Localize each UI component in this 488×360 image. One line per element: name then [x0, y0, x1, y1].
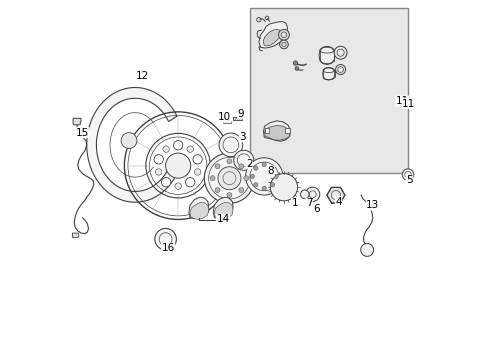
Circle shape: [215, 164, 220, 169]
Circle shape: [155, 228, 176, 250]
Circle shape: [270, 183, 274, 187]
Text: 13: 13: [366, 200, 379, 210]
Text: 9: 9: [237, 109, 244, 119]
Circle shape: [204, 153, 254, 203]
Circle shape: [175, 183, 181, 189]
Text: 11: 11: [402, 99, 415, 109]
Circle shape: [245, 158, 282, 195]
Polygon shape: [322, 67, 334, 80]
Polygon shape: [326, 187, 344, 203]
Text: 5: 5: [406, 175, 412, 185]
Text: 8: 8: [267, 166, 274, 176]
Circle shape: [161, 177, 170, 187]
Circle shape: [210, 176, 215, 181]
Circle shape: [185, 177, 194, 187]
Text: 2: 2: [245, 159, 252, 169]
Circle shape: [218, 167, 241, 190]
Circle shape: [273, 174, 278, 179]
Circle shape: [305, 187, 319, 202]
Polygon shape: [72, 233, 79, 237]
Circle shape: [300, 190, 308, 199]
Circle shape: [226, 193, 231, 198]
Polygon shape: [188, 197, 208, 219]
Bar: [285, 128, 289, 134]
Circle shape: [278, 30, 289, 40]
Polygon shape: [213, 197, 233, 219]
Circle shape: [293, 61, 297, 65]
Circle shape: [238, 164, 244, 169]
Text: 11: 11: [395, 96, 408, 106]
Circle shape: [226, 159, 231, 164]
Circle shape: [186, 146, 193, 152]
Circle shape: [233, 150, 253, 170]
Circle shape: [270, 174, 297, 201]
Circle shape: [360, 243, 373, 256]
Circle shape: [335, 64, 345, 75]
Circle shape: [121, 133, 137, 148]
Circle shape: [279, 40, 287, 49]
Polygon shape: [263, 30, 281, 46]
Bar: [222, 121, 230, 123]
Circle shape: [402, 169, 413, 180]
Polygon shape: [258, 22, 287, 48]
Text: 6: 6: [313, 204, 320, 214]
Polygon shape: [86, 87, 177, 202]
Polygon shape: [263, 121, 290, 141]
Circle shape: [262, 186, 266, 190]
Circle shape: [333, 46, 346, 59]
Circle shape: [194, 169, 201, 175]
Polygon shape: [73, 118, 81, 125]
Text: 14: 14: [216, 215, 229, 224]
Text: 1: 1: [291, 198, 297, 208]
Circle shape: [155, 169, 162, 175]
Circle shape: [244, 176, 248, 181]
Text: 3: 3: [239, 132, 245, 142]
Circle shape: [163, 146, 169, 152]
Polygon shape: [214, 202, 233, 220]
Text: 15: 15: [76, 128, 89, 138]
Bar: [233, 117, 242, 120]
Bar: [249, 8, 407, 173]
Circle shape: [215, 188, 220, 193]
Circle shape: [262, 162, 266, 167]
Circle shape: [154, 155, 163, 164]
Circle shape: [294, 67, 298, 70]
Circle shape: [238, 188, 244, 193]
Polygon shape: [264, 126, 289, 140]
Circle shape: [193, 155, 202, 164]
Text: 16: 16: [161, 243, 174, 253]
Text: 7: 7: [305, 198, 312, 208]
Polygon shape: [319, 46, 334, 64]
Circle shape: [250, 174, 254, 179]
Circle shape: [173, 140, 183, 150]
Circle shape: [165, 153, 190, 178]
Circle shape: [219, 133, 242, 157]
Text: 4: 4: [334, 197, 341, 207]
Bar: [264, 128, 268, 134]
Text: 12: 12: [135, 71, 149, 81]
Circle shape: [253, 166, 258, 170]
Circle shape: [253, 183, 258, 187]
Text: 10: 10: [218, 112, 230, 122]
Polygon shape: [161, 247, 169, 250]
Polygon shape: [190, 202, 208, 220]
Circle shape: [270, 166, 274, 170]
